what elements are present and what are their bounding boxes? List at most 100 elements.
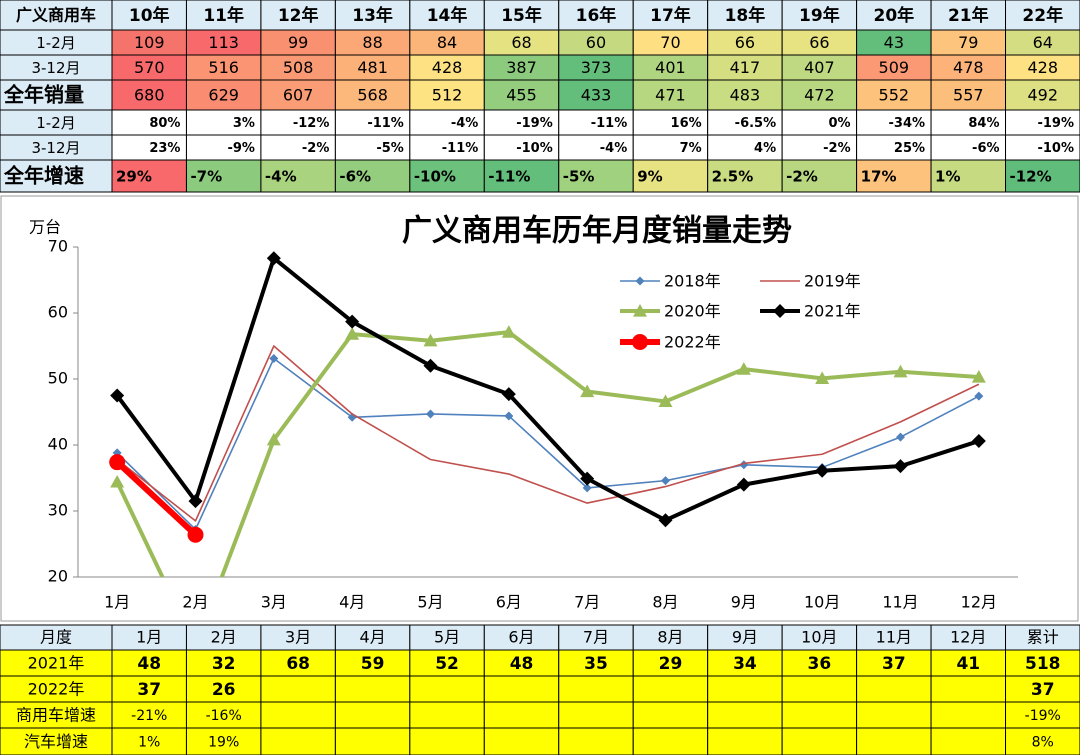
header-cell bbox=[781, 0, 858, 31]
series bbox=[109, 454, 204, 543]
cell-value: -21% bbox=[131, 708, 167, 724]
marker bbox=[658, 513, 673, 528]
row-label: 3-12月 bbox=[31, 59, 80, 77]
cell-value: 113 bbox=[208, 33, 239, 52]
header-text: 20年 bbox=[873, 5, 914, 26]
cell-value: 25% bbox=[894, 141, 925, 156]
marker bbox=[896, 432, 905, 442]
cell bbox=[409, 54, 485, 81]
cell-value: 9% bbox=[637, 168, 662, 186]
cell bbox=[558, 701, 634, 729]
header-text: 12年 bbox=[278, 5, 319, 26]
marker bbox=[266, 432, 281, 446]
cell bbox=[409, 727, 485, 755]
cell-value: -12% bbox=[293, 116, 330, 131]
cell bbox=[632, 54, 709, 81]
cell-value: 2.5% bbox=[712, 168, 754, 186]
cell-value: 68 bbox=[286, 654, 310, 674]
header-text: 10月 bbox=[801, 628, 837, 647]
cell bbox=[781, 159, 858, 193]
cell bbox=[334, 79, 411, 111]
legend-label: 2021年 bbox=[804, 302, 861, 321]
cell-value: 84% bbox=[968, 116, 999, 131]
header-text: 4月 bbox=[360, 628, 386, 647]
legend-marker bbox=[635, 276, 645, 286]
cell bbox=[409, 649, 485, 677]
header-text: 18年 bbox=[725, 5, 766, 26]
header-text: 22年 bbox=[1022, 5, 1063, 26]
cell bbox=[111, 649, 187, 677]
cell bbox=[558, 159, 634, 193]
cell-value: -2% bbox=[302, 141, 329, 156]
marker bbox=[893, 364, 908, 378]
legend-marker bbox=[773, 304, 787, 318]
cell bbox=[334, 701, 411, 729]
cell bbox=[111, 701, 187, 729]
cell-value: 1% bbox=[935, 168, 960, 186]
cell-value: -16% bbox=[206, 708, 242, 724]
cell-value: -11% bbox=[488, 168, 530, 186]
header-cell bbox=[185, 0, 262, 31]
cell-value: 481 bbox=[357, 58, 388, 77]
cell-value: 508 bbox=[283, 58, 314, 77]
cell-value: 387 bbox=[506, 58, 537, 77]
cell-value: 8% bbox=[1032, 735, 1054, 751]
cell bbox=[930, 109, 1007, 136]
cell bbox=[558, 134, 634, 161]
cell-value: -2% bbox=[823, 141, 850, 156]
cell bbox=[185, 134, 262, 161]
cell-value: 4% bbox=[754, 141, 776, 156]
cell-value: 428 bbox=[432, 58, 463, 77]
marker bbox=[269, 354, 279, 364]
cell-value: -19% bbox=[1037, 116, 1074, 131]
marker bbox=[661, 476, 670, 486]
cell bbox=[707, 701, 783, 729]
cell bbox=[930, 29, 1007, 56]
cell bbox=[483, 109, 560, 136]
cell bbox=[707, 29, 783, 56]
cell bbox=[260, 109, 336, 136]
x-tick-label: 7月 bbox=[574, 593, 600, 612]
y-axis-label: 万台 bbox=[29, 218, 61, 237]
cell bbox=[930, 649, 1007, 677]
y-tick-label: 30 bbox=[48, 501, 68, 520]
cell-value: 88 bbox=[362, 33, 382, 52]
cell-value: 43 bbox=[884, 33, 904, 52]
row-label-cell bbox=[0, 649, 113, 677]
cell bbox=[334, 54, 411, 81]
series bbox=[110, 325, 986, 577]
cell bbox=[483, 134, 560, 161]
cell bbox=[483, 29, 560, 56]
row-label: 3-12月 bbox=[31, 139, 80, 157]
cell-value: 66 bbox=[735, 33, 755, 52]
cell-value: 32 bbox=[212, 654, 236, 674]
cell-value: 41 bbox=[956, 654, 980, 674]
cell bbox=[707, 159, 783, 193]
cell-value: 433 bbox=[581, 86, 612, 105]
cell bbox=[707, 54, 783, 81]
cell-value: 37 bbox=[137, 680, 161, 700]
cell bbox=[185, 79, 262, 111]
header-text: 13年 bbox=[352, 5, 393, 26]
legend-marker bbox=[632, 334, 648, 350]
cell-value: 37 bbox=[882, 654, 906, 674]
cell-value: 3% bbox=[233, 116, 255, 131]
cell bbox=[483, 159, 560, 193]
cell-value: 7% bbox=[680, 141, 702, 156]
cell-value: -11% bbox=[442, 141, 479, 156]
header-text: 6月 bbox=[508, 628, 534, 647]
row-label-cell bbox=[0, 727, 113, 755]
series bbox=[110, 251, 986, 528]
cell bbox=[781, 701, 858, 729]
cell bbox=[930, 79, 1007, 111]
cell-value: 557 bbox=[953, 86, 984, 105]
cell-value: -12% bbox=[1010, 168, 1052, 186]
cell-value: 570 bbox=[134, 58, 165, 77]
cell bbox=[930, 159, 1007, 193]
cell-value: -4% bbox=[265, 168, 297, 186]
row-label: 1-2月 bbox=[36, 34, 76, 52]
cell-value: 84 bbox=[437, 33, 457, 52]
marker bbox=[736, 362, 751, 375]
x-tick-label: 12月 bbox=[961, 593, 997, 612]
cell-value: 483 bbox=[730, 86, 761, 105]
